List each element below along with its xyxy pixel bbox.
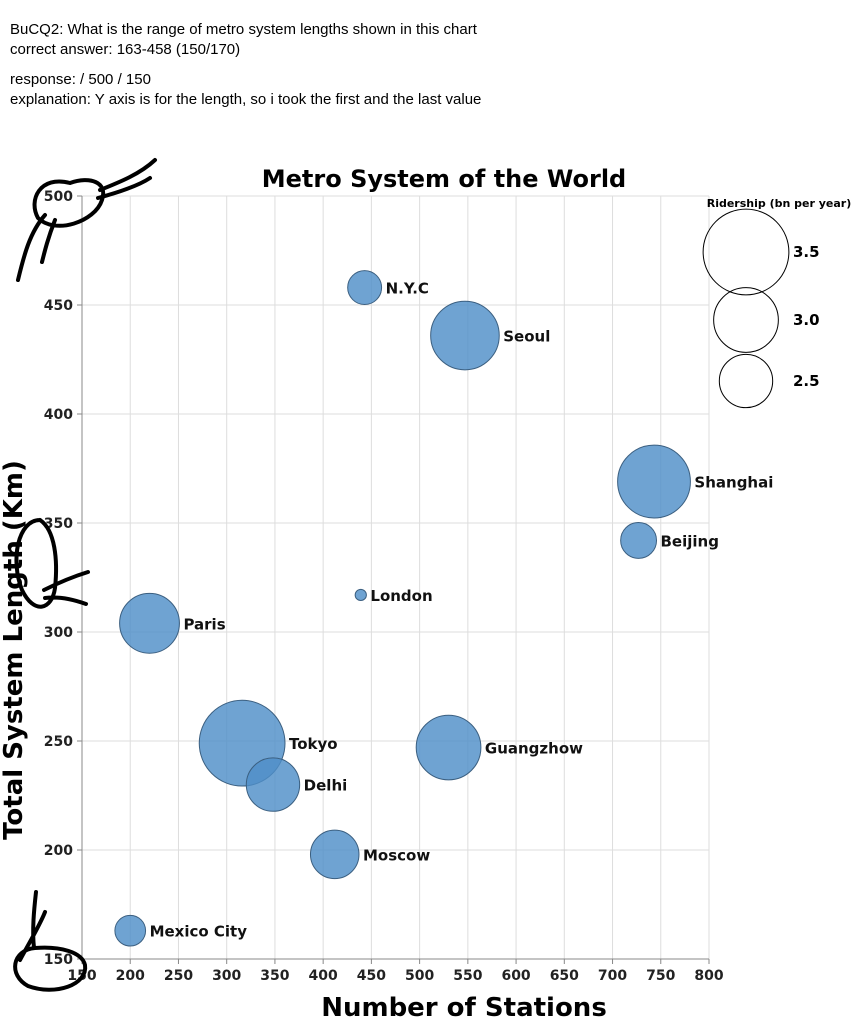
x-tick-label: 200 — [116, 968, 145, 984]
x-tick-label: 250 — [164, 968, 193, 984]
circle-scribble-bottom — [13, 890, 88, 992]
explanation-text: explanation: Y axis is for the length, s… — [10, 91, 482, 108]
y-tick-label: 150 — [44, 952, 73, 968]
data-point-label: Tokyo — [289, 735, 338, 753]
size-legend-circle — [702, 208, 790, 296]
y-tick-label: 500 — [44, 189, 73, 205]
data-point — [245, 757, 301, 812]
x-tick-label: 550 — [453, 968, 482, 984]
y-axis-title: Total System Length (Km) — [0, 460, 29, 840]
y-tick-label: 350 — [44, 516, 73, 532]
size-legend-label: 2.5 — [793, 372, 820, 390]
data-point — [347, 270, 383, 306]
data-point-label: Seoul — [503, 328, 550, 346]
data-point-label: Shanghai — [694, 474, 773, 492]
data-point — [119, 592, 180, 654]
size-legend-circle — [713, 287, 779, 353]
x-tick-label: 500 — [405, 968, 434, 984]
y-tick-label: 450 — [44, 298, 73, 314]
correct-answer-text: correct answer: 163-458 (150/170) — [10, 41, 241, 58]
y-tick-label: 400 — [44, 407, 73, 423]
y-tick-label: 200 — [44, 843, 73, 859]
data-point — [430, 300, 500, 371]
data-point-label: Guangzhow — [485, 740, 583, 758]
size-legend-circle — [718, 353, 774, 409]
x-tick-label: 400 — [309, 968, 338, 984]
x-tick-label: 600 — [501, 968, 530, 984]
chart-grid — [81, 195, 710, 960]
data-point-label: Delhi — [304, 777, 348, 795]
circle-scribble-top — [16, 158, 157, 282]
data-point-label: N.Y.C — [386, 280, 429, 298]
question-text: BuCQ2: What is the range of metro system… — [10, 21, 477, 38]
x-tick-label: 750 — [646, 968, 675, 984]
size-legend-label: 3.0 — [793, 311, 820, 329]
data-point — [309, 829, 360, 880]
x-tick-label: 300 — [212, 968, 241, 984]
data-point-label: Mexico City — [150, 923, 248, 941]
x-tick-label: 350 — [260, 968, 289, 984]
data-point-label: Beijing — [661, 532, 719, 550]
y-tick-label: 300 — [44, 625, 73, 641]
x-tick-label: 450 — [357, 968, 386, 984]
x-axis-title: Number of Stations — [321, 993, 607, 1023]
x-tick-label: 800 — [694, 968, 723, 984]
data-point — [114, 914, 147, 947]
response-text: response: / 500 / 150 — [10, 71, 151, 88]
handwritten-annotations — [13, 158, 157, 992]
chart-points: N.Y.C Seoul Shanghai Beijing London Paris Toky… — [114, 270, 773, 947]
size-legend-label: 3.5 — [793, 243, 820, 261]
circle-scribble-middle — [14, 518, 90, 609]
chart-title: Metro System of the World — [262, 165, 626, 193]
x-tick-label: 700 — [598, 968, 627, 984]
data-point — [354, 588, 367, 602]
data-point-label: Paris — [183, 615, 225, 633]
y-tick-label: 250 — [44, 734, 73, 750]
size-legend-title: Ridership (bn per year) — [707, 197, 852, 210]
data-point-label: London — [370, 587, 432, 605]
data-point — [415, 714, 482, 781]
data-point-label: Moscow — [363, 846, 430, 864]
data-point — [620, 522, 658, 559]
size-legend: Ridership (bn per year) 3.5 3.0 2.5 — [702, 197, 852, 409]
x-tick-label: 650 — [550, 968, 579, 984]
data-point — [617, 444, 691, 519]
chart-axes: 150 200 250 300 350 400 450 500 550 600 650 700 750 8… — [44, 189, 724, 984]
